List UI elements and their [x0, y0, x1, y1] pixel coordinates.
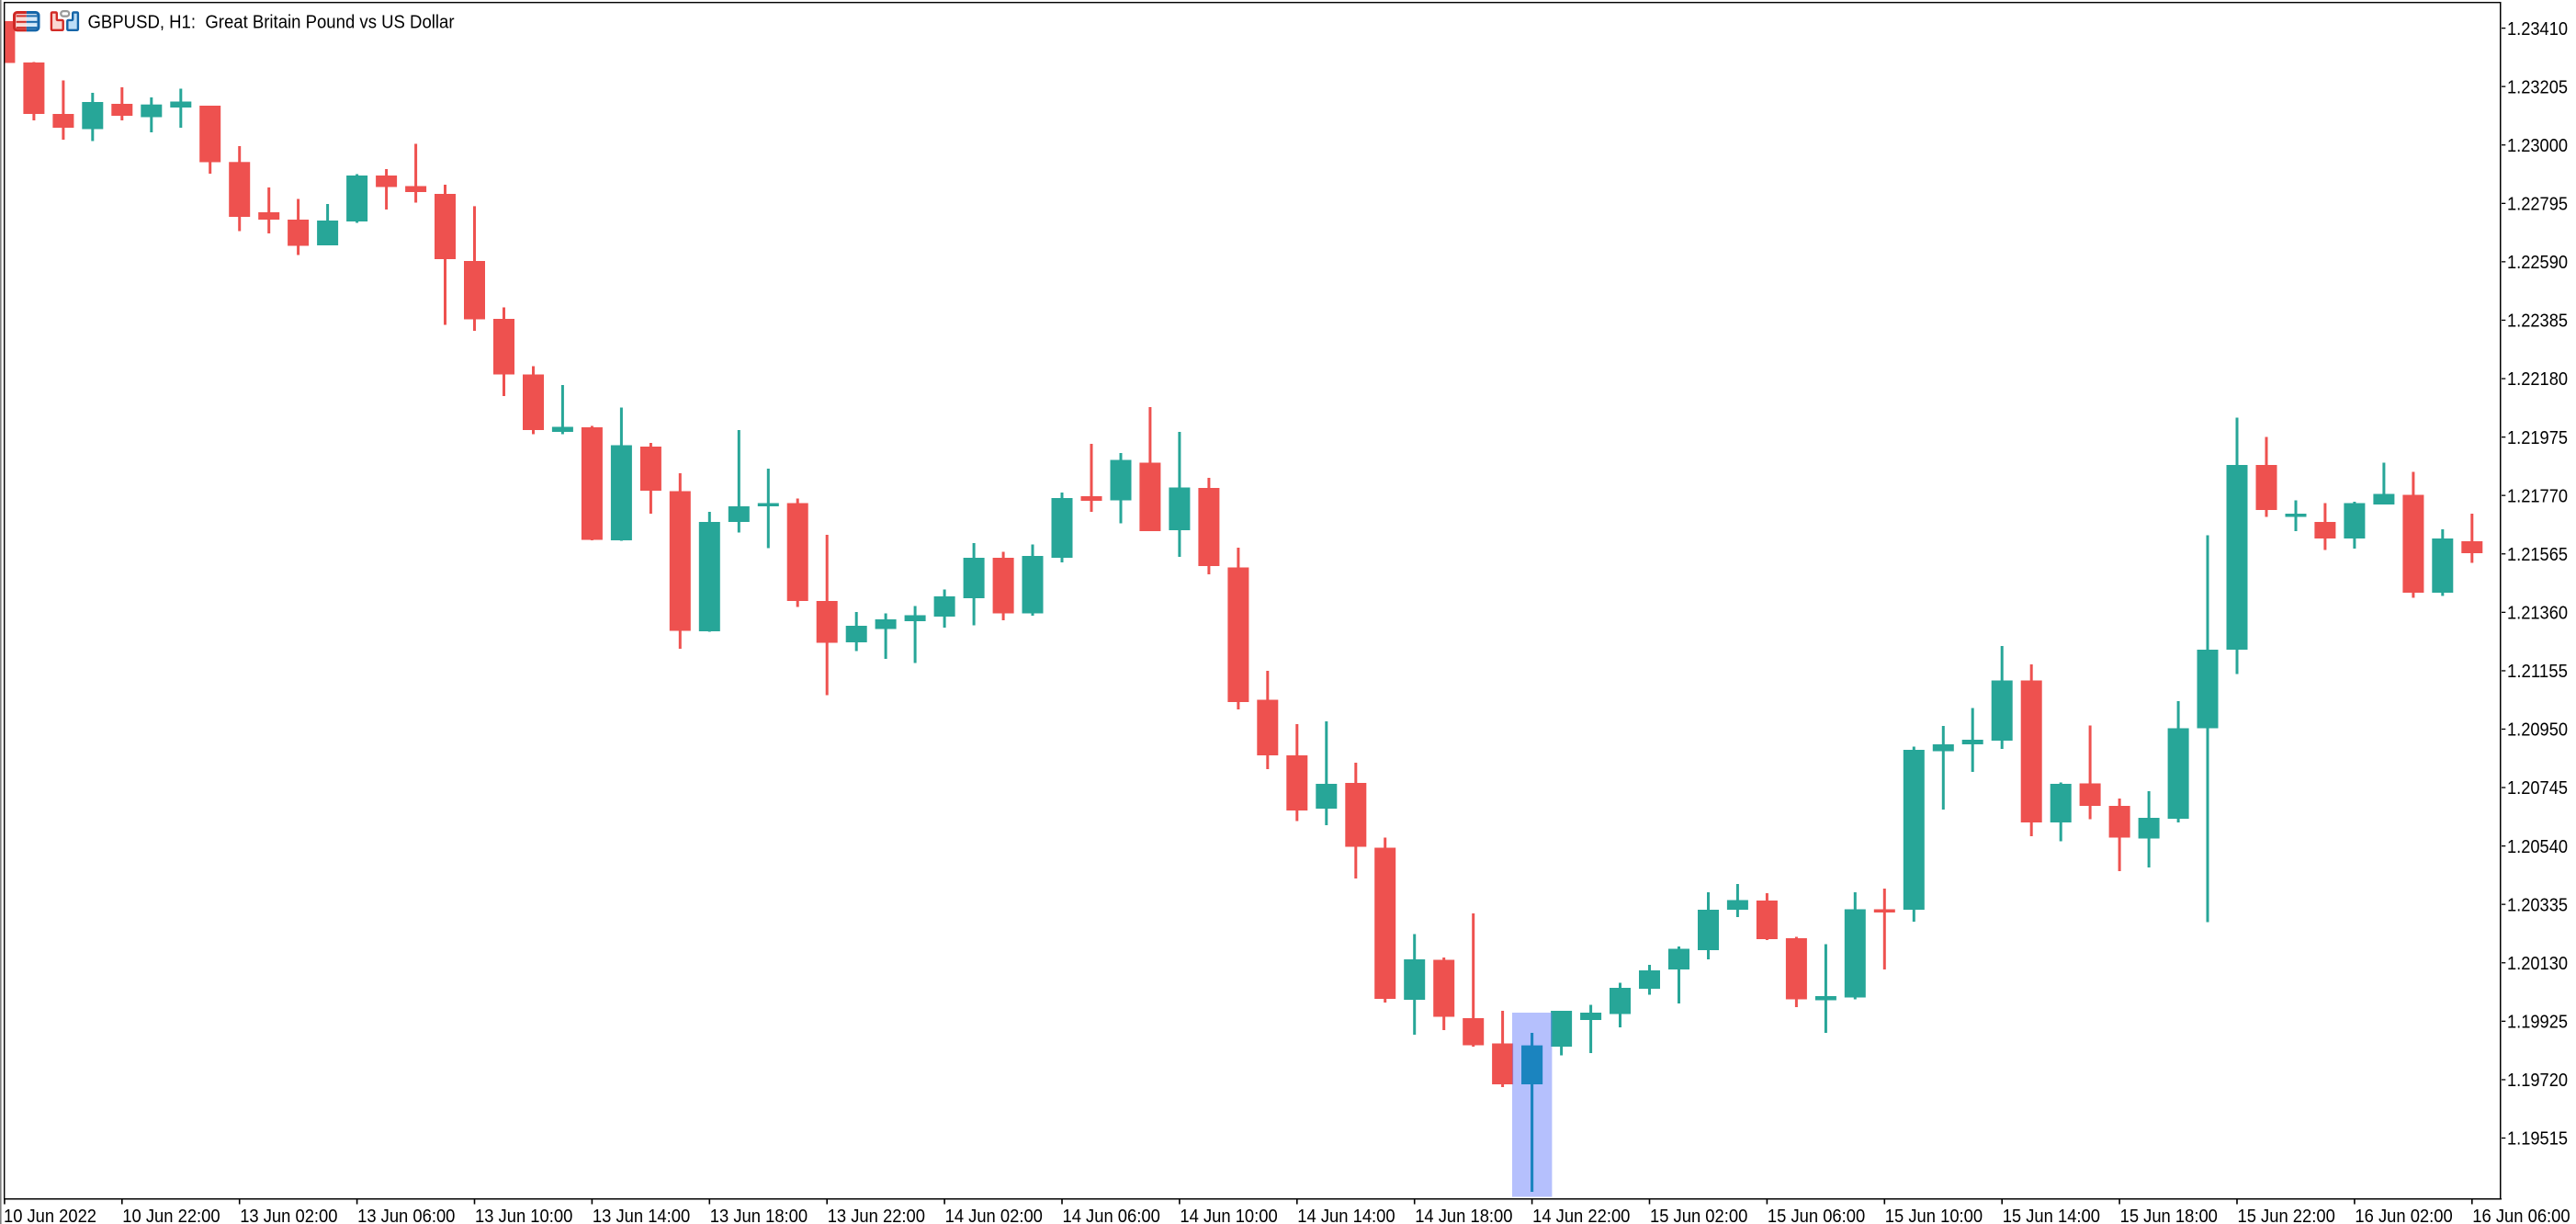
svg-text:14 Jun 18:00: 14 Jun 18:00 [1415, 1207, 1512, 1224]
svg-text:1.20540: 1.20540 [2507, 837, 2568, 857]
svg-text:13 Jun 06:00: 13 Jun 06:00 [357, 1207, 455, 1224]
svg-text:15 Jun 06:00: 15 Jun 06:00 [1768, 1207, 1865, 1224]
svg-text:15 Jun 18:00: 15 Jun 18:00 [2120, 1207, 2218, 1224]
svg-text:GBPUSD, H1: Great Britain Pou: GBPUSD, H1: Great Britain Pound vs US Do… [88, 13, 455, 33]
svg-text:1.22180: 1.22180 [2507, 369, 2568, 390]
svg-text:15 Jun 02:00: 15 Jun 02:00 [1650, 1207, 1747, 1224]
svg-text:15 Jun 22:00: 15 Jun 22:00 [2238, 1207, 2335, 1224]
svg-text:1.19515: 1.19515 [2507, 1129, 2568, 1150]
svg-text:13 Jun 22:00: 13 Jun 22:00 [828, 1207, 925, 1224]
svg-text:16 Jun 06:00: 16 Jun 06:00 [2472, 1207, 2570, 1224]
svg-text:1.21565: 1.21565 [2507, 545, 2568, 565]
svg-text:15 Jun 14:00: 15 Jun 14:00 [2003, 1207, 2100, 1224]
svg-text:1.23205: 1.23205 [2507, 77, 2568, 97]
svg-text:10 Jun 2022: 10 Jun 2022 [4, 1207, 96, 1224]
svg-text:13 Jun 10:00: 13 Jun 10:00 [475, 1207, 572, 1224]
svg-text:1.21975: 1.21975 [2507, 428, 2568, 448]
svg-text:10 Jun 22:00: 10 Jun 22:00 [122, 1207, 220, 1224]
svg-text:14 Jun 14:00: 14 Jun 14:00 [1297, 1207, 1395, 1224]
svg-text:1.23000: 1.23000 [2507, 136, 2568, 156]
svg-text:1.21155: 1.21155 [2507, 662, 2568, 682]
svg-text:1.22385: 1.22385 [2507, 312, 2568, 332]
svg-text:14 Jun 10:00: 14 Jun 10:00 [1180, 1207, 1277, 1224]
svg-text:1.20745: 1.20745 [2507, 778, 2568, 799]
svg-text:14 Jun 22:00: 14 Jun 22:00 [1532, 1207, 1630, 1224]
svg-text:13 Jun 18:00: 13 Jun 18:00 [710, 1207, 808, 1224]
svg-text:1.22590: 1.22590 [2507, 253, 2568, 273]
svg-text:1.22795: 1.22795 [2507, 195, 2568, 215]
svg-text:14 Jun 02:00: 14 Jun 02:00 [945, 1207, 1043, 1224]
svg-text:1.23410: 1.23410 [2507, 19, 2568, 40]
svg-text:14 Jun 06:00: 14 Jun 06:00 [1063, 1207, 1160, 1224]
svg-text:1.21360: 1.21360 [2507, 604, 2568, 624]
svg-text:16 Jun 02:00: 16 Jun 02:00 [2355, 1207, 2452, 1224]
svg-text:1.21770: 1.21770 [2507, 486, 2568, 506]
svg-text:13 Jun 02:00: 13 Jun 02:00 [240, 1207, 337, 1224]
svg-text:1.19925: 1.19925 [2507, 1013, 2568, 1033]
svg-text:1.20130: 1.20130 [2507, 954, 2568, 974]
svg-text:1.19720: 1.19720 [2507, 1071, 2568, 1091]
svg-text:13 Jun 14:00: 13 Jun 14:00 [593, 1207, 690, 1224]
svg-text:1.20950: 1.20950 [2507, 720, 2568, 741]
svg-text:1.20335: 1.20335 [2507, 895, 2568, 915]
svg-text:15 Jun 10:00: 15 Jun 10:00 [1885, 1207, 1983, 1224]
